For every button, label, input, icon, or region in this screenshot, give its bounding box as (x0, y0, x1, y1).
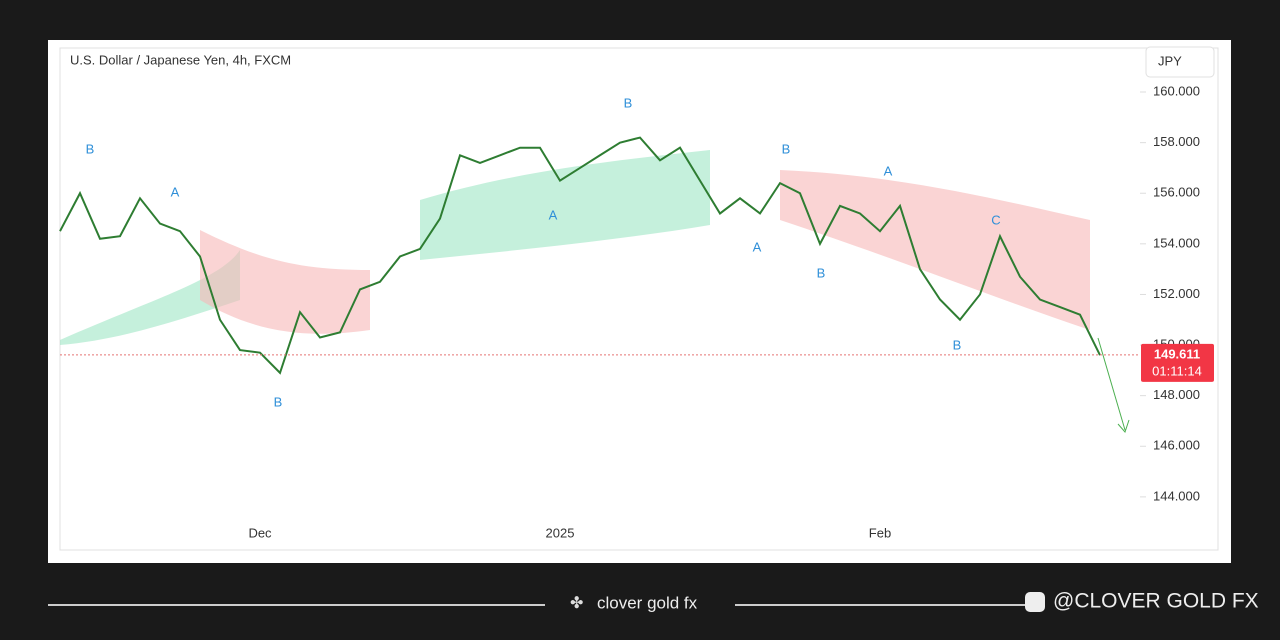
wave-label: B (953, 337, 962, 352)
currency-button[interactable] (1145, 46, 1215, 78)
cloud (200, 230, 370, 334)
wave-label: B (624, 95, 633, 110)
wave-label: A (171, 184, 180, 199)
currency-label: JPY (1158, 53, 1182, 68)
plot-frame (59, 47, 1219, 551)
y-tick-label: 146.000 (1153, 438, 1200, 453)
wave-label: A (753, 239, 762, 254)
wave-label: B (86, 141, 95, 156)
y-tick-label: 154.000 (1153, 235, 1200, 250)
brand: clover gold fx (597, 593, 698, 612)
y-tick-label: 160.000 (1153, 83, 1200, 98)
forecast-arrow (1097, 337, 1130, 433)
wave-label: A (884, 163, 893, 178)
price-tag-value: 149.611 (1154, 346, 1200, 361)
x-tick-label: Feb (869, 525, 891, 540)
y-tick-label: 152.000 (1153, 286, 1200, 301)
price-tag-countdown: 01:11:14 (1152, 363, 1202, 378)
wave-label: B (782, 141, 791, 156)
clover-icon: ✤ (570, 595, 583, 612)
cloud (420, 150, 710, 260)
chart-title: U.S. Dollar / Japanese Yen, 4h, FXCM (70, 52, 291, 67)
price-tag (1141, 343, 1214, 382)
price-line (59, 136, 1101, 375)
wave-label: C (991, 212, 1000, 227)
cloud (780, 170, 1090, 330)
x-tick-label: 2025 (546, 525, 575, 540)
y-tick-label: 158.000 (1153, 134, 1200, 149)
cloud (60, 250, 240, 345)
wave-label: A (549, 207, 558, 222)
y-tick-label: 148.000 (1153, 387, 1200, 402)
handle: @CLOVER GOLD FX (1053, 590, 1259, 613)
y-tick-label: 144.000 (1153, 488, 1200, 503)
y-tick-label: 156.000 (1153, 185, 1200, 200)
x-tick-label: Dec (248, 525, 272, 540)
wave-label: B (817, 265, 826, 280)
facebook-icon (1025, 592, 1045, 612)
annotations: B A B B A B A B A B C (86, 95, 1001, 409)
wave-label: B (274, 394, 283, 409)
